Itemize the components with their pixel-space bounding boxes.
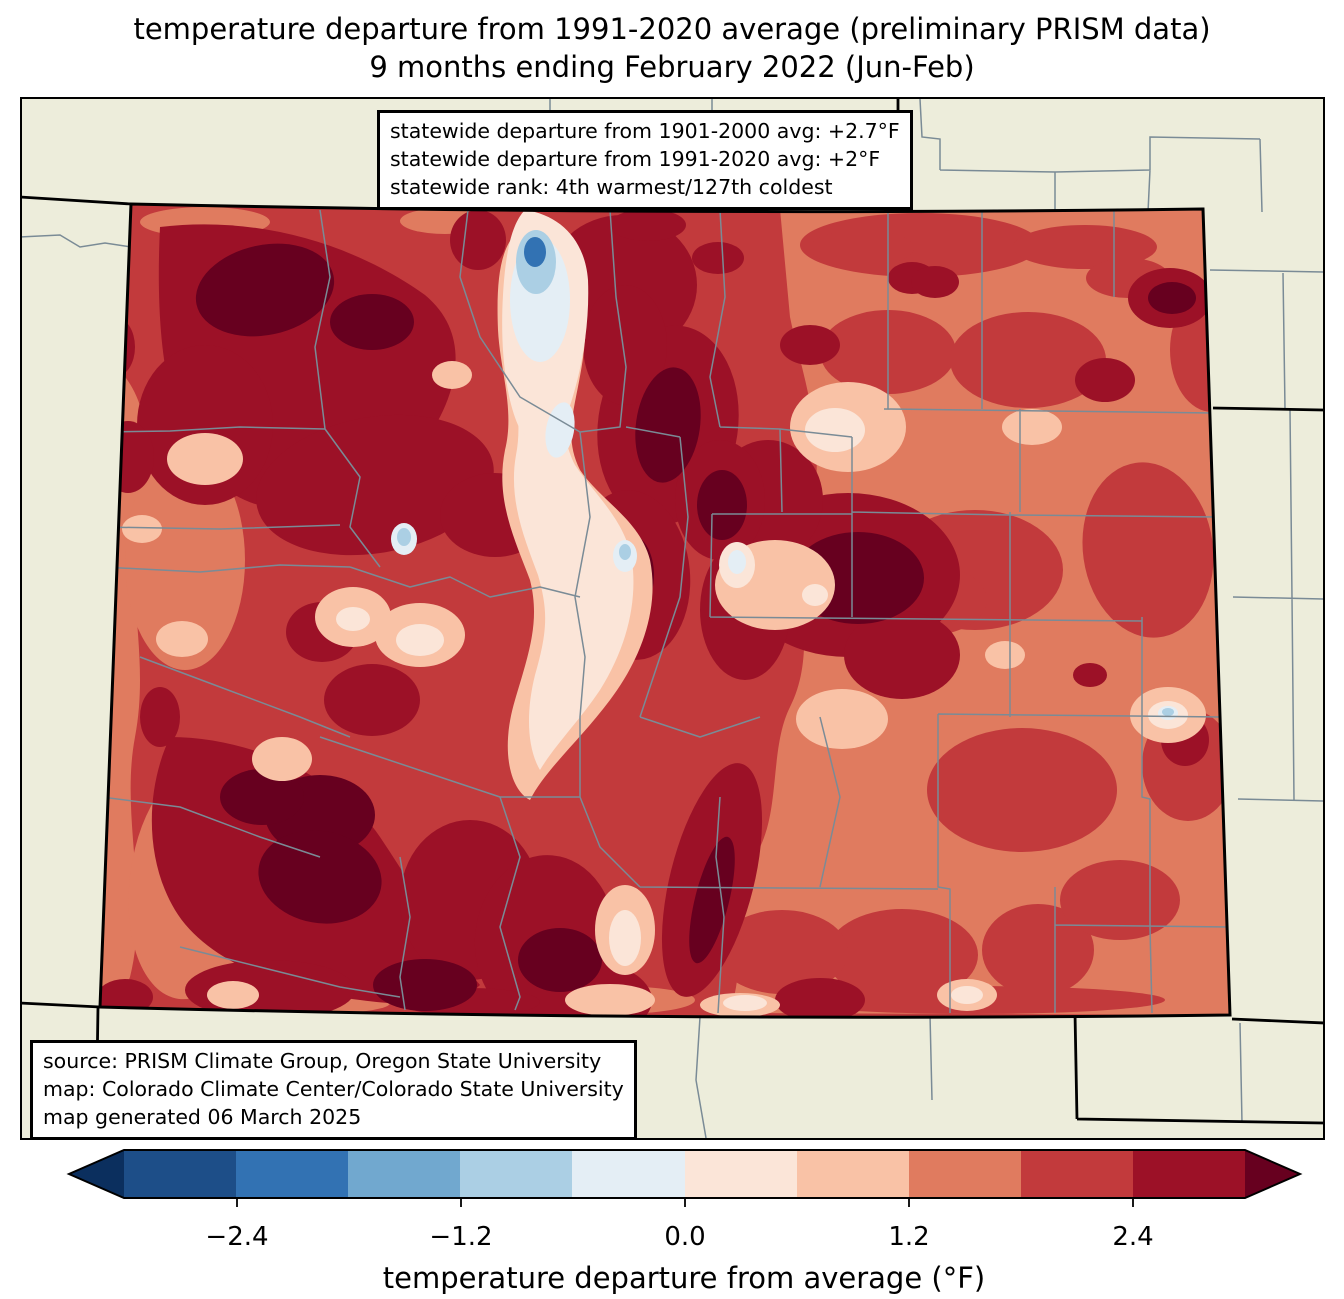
colorbar-axis-label: temperature departure from average (°F): [383, 1261, 985, 1295]
colorbar-segments: [124, 1150, 1245, 1198]
source-line-3: map generated 06 March 2025: [43, 1105, 362, 1129]
colorbar-under-arrow: [69, 1150, 124, 1198]
contour-level-darkest: [195, 243, 1196, 1011]
source-line-2: map: Colorado Climate Center/Colorado St…: [43, 1077, 624, 1101]
contour-level-blue-core: [524, 237, 546, 267]
tick-label-1_2: 1.2: [888, 1222, 929, 1252]
colorbar-outline: [66, 1149, 1303, 1199]
stats-line-1: statewide departure from 1901-2000 avg: …: [390, 119, 900, 143]
stats-line-3: statewide rank: 4th warmest/127th coldes…: [390, 175, 833, 199]
title-line-1: temperature departure from 1991-2020 ave…: [133, 12, 1211, 46]
tick-label-0_0: 0.0: [664, 1222, 705, 1252]
title-line-2: 9 months ending February 2022 (Jun-Feb): [369, 50, 975, 84]
map-axes: statewide departure from 1901-2000 avg: …: [20, 97, 1325, 1140]
tick-label-neg1_2: −1.2: [429, 1222, 492, 1252]
colorbar: −2.4 −1.2 0.0 1.2 2.4 temperature depart…: [0, 1145, 1344, 1299]
statewide-stats-box: statewide departure from 1901-2000 avg: …: [377, 110, 913, 210]
colorbar-tick-labels: −2.4 −1.2 0.0 1.2 2.4: [205, 1222, 1153, 1252]
source-attribution-box: source: PRISM Climate Group, Oregon Stat…: [30, 1040, 637, 1140]
stats-line-2: statewide departure from 1991-2020 avg: …: [390, 147, 881, 171]
figure-title: temperature departure from 1991-2020 ave…: [0, 10, 1344, 86]
colorbar-svg: −2.4 −1.2 0.0 1.2 2.4 temperature depart…: [66, 1149, 1303, 1295]
colorbar-ticks: [236, 1198, 1134, 1207]
prism-map-svg: [22, 99, 1323, 1138]
tick-label-neg2_4: −2.4: [205, 1222, 268, 1252]
source-line-1: source: PRISM Climate Group, Oregon Stat…: [43, 1049, 602, 1073]
county-lines: [101, 209, 1230, 1014]
colorbar-over-arrow: [1245, 1150, 1300, 1198]
tick-label-2_4: 2.4: [1112, 1222, 1153, 1252]
prism-contour-fill: [100, 204, 1230, 1018]
